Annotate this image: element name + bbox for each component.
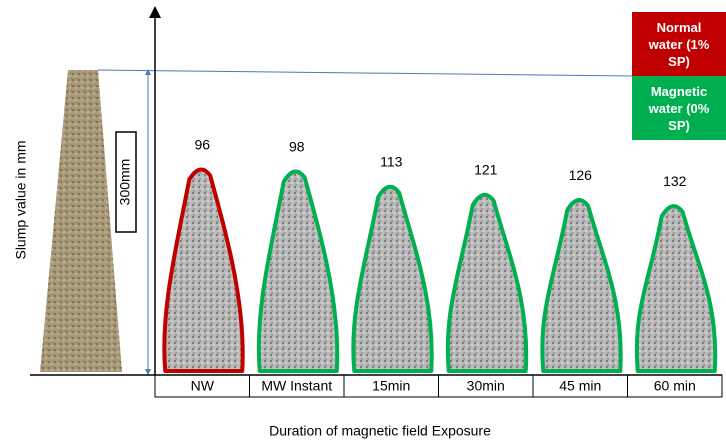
- x-tick-label: 45 min: [559, 378, 601, 394]
- reference-line: [97, 69, 633, 77]
- slump-pile: [445, 193, 529, 373]
- cone-label: 300mm: [117, 159, 133, 206]
- x-tick-label: 30min: [467, 378, 505, 394]
- category-cell: [627, 374, 723, 398]
- value-label: 96: [194, 136, 210, 152]
- value-label: 98: [289, 138, 305, 154]
- x-tick-label: MW Instant: [261, 378, 332, 394]
- x-tick-label: 60 min: [654, 378, 696, 394]
- value-label: 126: [569, 167, 593, 183]
- x-tick-label: NW: [191, 378, 215, 394]
- y-axis-label: Slump value in mm: [13, 140, 29, 259]
- slump-pile: [162, 167, 245, 373]
- slump-cone: [40, 70, 122, 372]
- value-label: 113: [380, 154, 403, 170]
- value-label: 132: [663, 173, 687, 189]
- legend-entry: Magnetic water (0% SP): [632, 76, 726, 140]
- slump-pile: [540, 198, 623, 373]
- legend-entry: Normal water (1% SP): [632, 12, 726, 76]
- slump-pile: [256, 169, 340, 373]
- slump-pile: [634, 204, 718, 373]
- x-tick-label: 15min: [372, 378, 410, 394]
- value-label: 121: [474, 162, 498, 178]
- slump-pile: [351, 184, 434, 373]
- x-axis-label: Duration of magnetic field Exposure: [269, 423, 491, 439]
- cone-label-box: [115, 131, 137, 233]
